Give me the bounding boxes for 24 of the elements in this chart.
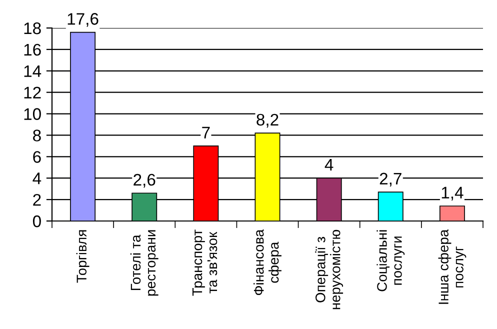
x-tick-label: Соціальні послуги — [376, 230, 405, 292]
data-label: 17,6 — [68, 13, 98, 27]
data-label: 1,4 — [442, 186, 464, 200]
y-tick-label: 0 — [32, 215, 41, 228]
x-tick-label: Транспорт та зв'язок — [192, 230, 218, 296]
x-tick-label: Операції з нерухомістю — [315, 230, 344, 310]
y-tick-label: 6 — [33, 151, 41, 163]
x-tick-label: Торгівля — [76, 230, 90, 283]
data-label: 7 — [202, 126, 210, 138]
y-tick-label: 4 — [32, 172, 42, 184]
y-tick-label: 18 — [24, 22, 41, 34]
y-tick-label: 14 — [24, 65, 42, 77]
data-label: 4 — [324, 159, 334, 170]
data-label: 2,6 — [134, 174, 156, 188]
y-tick-label: 16 — [24, 44, 41, 56]
x-tick-label: Фінансова сфера — [254, 229, 282, 296]
data-label: 8,2 — [256, 114, 278, 128]
y-tick-label: 12 — [24, 86, 41, 98]
data-label: 2,7 — [380, 172, 402, 187]
x-tick-label: Готелі та ресторани — [130, 230, 158, 296]
y-tick-label: 10 — [24, 108, 41, 120]
x-tick-label: Інша сфера послуг — [438, 229, 466, 304]
y-tick-label: 8 — [33, 130, 41, 142]
y-tick-label: 2 — [33, 194, 41, 206]
